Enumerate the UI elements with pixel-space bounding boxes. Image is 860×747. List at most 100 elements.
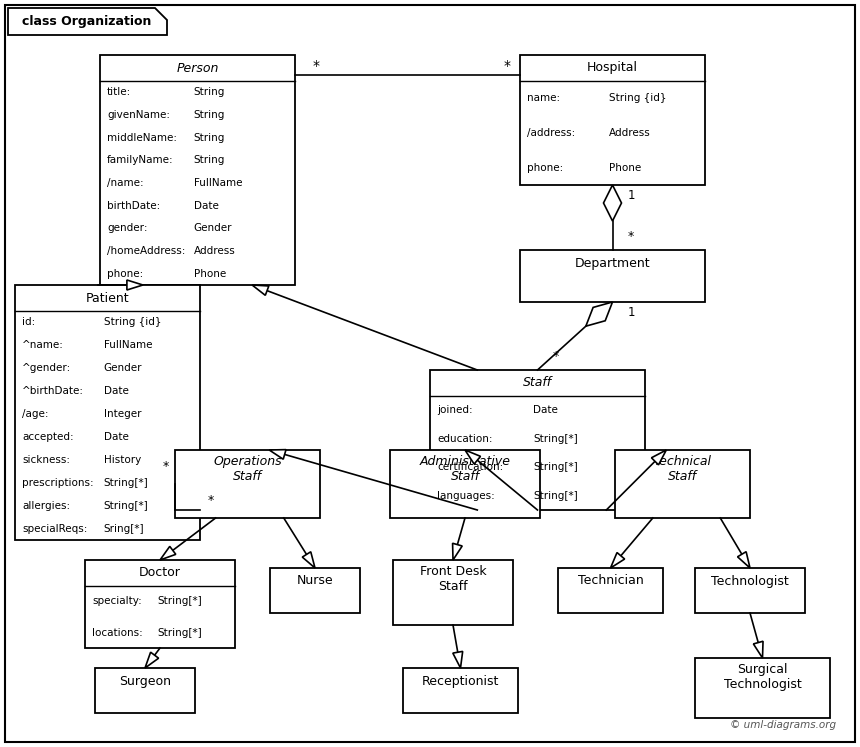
Text: © uml-diagrams.org: © uml-diagrams.org bbox=[730, 720, 836, 730]
Text: /address:: /address: bbox=[527, 128, 575, 138]
Text: String[*]: String[*] bbox=[157, 597, 202, 607]
Text: familyName:: familyName: bbox=[107, 155, 174, 165]
Bar bbox=[85, 560, 235, 648]
Text: birthDate:: birthDate: bbox=[107, 201, 160, 211]
Text: /homeAddress:: /homeAddress: bbox=[107, 246, 186, 256]
Text: Operations
Staff: Operations Staff bbox=[213, 455, 282, 483]
Bar bbox=[520, 55, 705, 185]
Bar bbox=[695, 568, 805, 613]
Text: Person: Person bbox=[176, 61, 218, 75]
Text: *: * bbox=[208, 494, 214, 507]
Text: Date: Date bbox=[104, 432, 129, 442]
Text: Integer: Integer bbox=[104, 409, 141, 419]
Text: sickness:: sickness: bbox=[22, 455, 70, 465]
Text: accepted:: accepted: bbox=[22, 432, 74, 442]
Text: Hospital: Hospital bbox=[587, 61, 638, 75]
Text: *: * bbox=[504, 59, 511, 73]
Polygon shape bbox=[453, 651, 463, 668]
Text: String[*]: String[*] bbox=[533, 462, 578, 472]
Text: Technologist: Technologist bbox=[711, 574, 789, 587]
Text: ^gender:: ^gender: bbox=[22, 363, 71, 374]
Text: Technician: Technician bbox=[578, 574, 643, 587]
Polygon shape bbox=[302, 552, 315, 568]
Text: prescriptions:: prescriptions: bbox=[22, 478, 94, 488]
Text: Administrative
Staff: Administrative Staff bbox=[420, 455, 511, 483]
Bar bbox=[270, 568, 360, 613]
Text: String {id}: String {id} bbox=[104, 317, 162, 327]
Text: Date: Date bbox=[533, 406, 558, 415]
Text: String: String bbox=[194, 110, 225, 120]
Text: certification:: certification: bbox=[437, 462, 503, 472]
Text: specialty:: specialty: bbox=[92, 597, 142, 607]
Polygon shape bbox=[586, 302, 612, 326]
Text: String {id}: String {id} bbox=[609, 93, 666, 103]
Text: /name:: /name: bbox=[107, 178, 144, 188]
Bar bbox=[390, 450, 540, 518]
Bar bbox=[175, 450, 320, 518]
Text: Nurse: Nurse bbox=[297, 574, 334, 587]
Text: givenName:: givenName: bbox=[107, 110, 170, 120]
Text: Gender: Gender bbox=[104, 363, 142, 374]
Text: *: * bbox=[628, 230, 634, 243]
Text: Address: Address bbox=[194, 246, 236, 256]
Text: Surgical
Technologist: Surgical Technologist bbox=[723, 663, 802, 691]
Text: FullName: FullName bbox=[104, 341, 152, 350]
Text: id:: id: bbox=[22, 317, 35, 327]
Text: middleName:: middleName: bbox=[107, 133, 177, 143]
Text: Staff: Staff bbox=[523, 376, 552, 389]
Text: *: * bbox=[313, 59, 320, 73]
Polygon shape bbox=[252, 285, 269, 295]
Text: 1: 1 bbox=[628, 306, 635, 319]
Polygon shape bbox=[604, 185, 622, 221]
Bar bbox=[393, 560, 513, 625]
Text: 1: 1 bbox=[628, 189, 635, 202]
Text: Department: Department bbox=[574, 256, 650, 270]
Text: Address: Address bbox=[609, 128, 650, 138]
Text: Sring[*]: Sring[*] bbox=[104, 524, 144, 533]
Polygon shape bbox=[652, 450, 666, 465]
Polygon shape bbox=[452, 543, 462, 560]
Bar bbox=[403, 668, 518, 713]
Text: History: History bbox=[104, 455, 141, 465]
Text: String: String bbox=[194, 87, 225, 97]
Bar bbox=[615, 450, 750, 518]
Bar bbox=[95, 668, 195, 713]
Polygon shape bbox=[269, 450, 286, 459]
Text: education:: education: bbox=[437, 434, 493, 444]
Text: Gender: Gender bbox=[194, 223, 232, 233]
Text: Phone: Phone bbox=[194, 269, 226, 279]
Text: String[*]: String[*] bbox=[104, 478, 149, 488]
Text: gender:: gender: bbox=[107, 223, 148, 233]
Text: allergies:: allergies: bbox=[22, 500, 71, 511]
Text: String[*]: String[*] bbox=[533, 434, 578, 444]
Text: name:: name: bbox=[527, 93, 560, 103]
Polygon shape bbox=[465, 450, 481, 464]
Text: String[*]: String[*] bbox=[104, 500, 149, 511]
Text: Patient: Patient bbox=[86, 291, 129, 305]
Bar bbox=[430, 370, 645, 510]
Text: specialReqs:: specialReqs: bbox=[22, 524, 88, 533]
Text: String[*]: String[*] bbox=[533, 491, 578, 500]
Text: /age:: /age: bbox=[22, 409, 48, 419]
Text: Receptionist: Receptionist bbox=[421, 675, 499, 687]
Text: *: * bbox=[163, 460, 169, 473]
Polygon shape bbox=[127, 280, 143, 290]
Text: phone:: phone: bbox=[527, 163, 563, 173]
Polygon shape bbox=[753, 641, 763, 658]
Bar bbox=[520, 250, 705, 302]
Text: Date: Date bbox=[104, 386, 129, 396]
Text: FullName: FullName bbox=[194, 178, 243, 188]
Bar bbox=[15, 285, 200, 540]
Bar bbox=[695, 658, 830, 718]
Text: String: String bbox=[194, 133, 225, 143]
Polygon shape bbox=[611, 553, 624, 568]
Text: languages:: languages: bbox=[437, 491, 494, 500]
Polygon shape bbox=[160, 546, 175, 560]
Text: String: String bbox=[194, 155, 225, 165]
Text: Phone: Phone bbox=[609, 163, 641, 173]
Text: *: * bbox=[552, 350, 559, 363]
Text: String[*]: String[*] bbox=[157, 627, 202, 637]
Polygon shape bbox=[8, 8, 167, 35]
Text: joined:: joined: bbox=[437, 406, 473, 415]
Text: locations:: locations: bbox=[92, 627, 143, 637]
